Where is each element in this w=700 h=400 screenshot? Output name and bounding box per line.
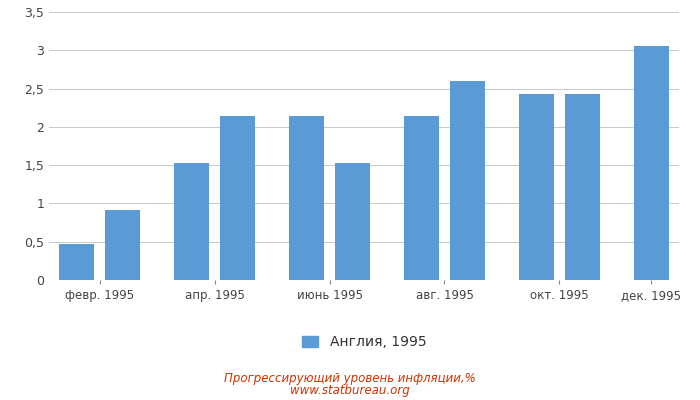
Text: www.statbureau.org: www.statbureau.org	[290, 384, 410, 397]
Bar	[565, 94, 600, 280]
Bar	[220, 116, 255, 280]
Legend: Англия, 1995: Англия, 1995	[296, 330, 432, 355]
Bar	[174, 163, 209, 280]
Bar	[335, 163, 370, 280]
Bar	[450, 81, 484, 280]
Bar	[519, 94, 554, 280]
Text: Прогрессирующий уровень инфляции,%: Прогрессирующий уровень инфляции,%	[224, 372, 476, 385]
Bar	[634, 46, 668, 280]
Bar	[289, 116, 324, 280]
Bar	[404, 116, 439, 280]
Bar	[60, 244, 94, 280]
Bar	[105, 210, 140, 280]
